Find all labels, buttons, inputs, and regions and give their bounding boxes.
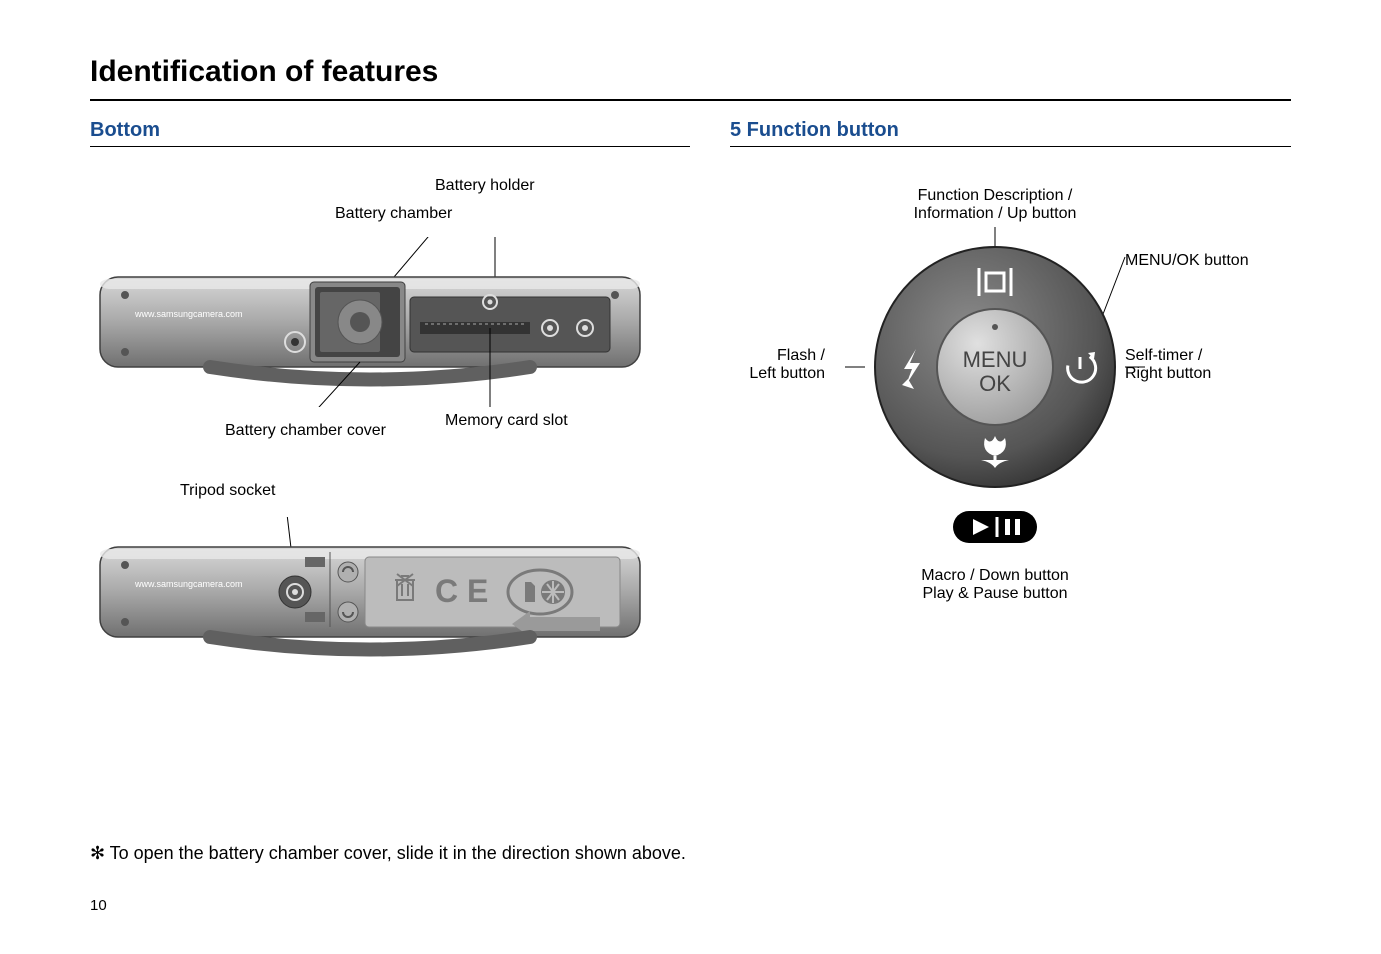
page-number: 10 [90, 897, 107, 914]
label-up: Function Description / Information / Up … [885, 187, 1105, 223]
heading-bottom: Bottom [90, 119, 690, 147]
label-battery-chamber: Battery chamber [335, 205, 452, 223]
col-left: Bottom Battery holder Battery chamber [90, 119, 690, 737]
bottom-diagram: Battery holder Battery chamber [90, 177, 690, 737]
brand-url-2: www.samsungcamera.com [134, 579, 243, 589]
footnote: ✻ To open the battery chamber cover, sli… [90, 843, 686, 864]
footnote-marker: ✻ [90, 843, 110, 863]
camera-open-svg: www.samsungcamera.com [90, 237, 650, 407]
label-tripod-socket: Tripod socket [180, 482, 275, 500]
brand-url-1: www.samsungcamera.com [134, 309, 243, 319]
center-ok-text: OK [979, 371, 1011, 396]
label-battery-holder: Battery holder [435, 177, 535, 195]
page-title: Identification of features [90, 55, 1291, 89]
footnote-text: To open the battery chamber cover, slide… [110, 843, 686, 863]
title-rule [90, 99, 1291, 101]
heading-5function: 5 Function button [730, 119, 1291, 147]
center-menu-text: MENU [963, 347, 1028, 372]
camera-closed-svg: www.samsungcamera.com [90, 517, 650, 687]
columns: Bottom Battery holder Battery chamber [90, 119, 1291, 737]
ce-mark: C E [435, 573, 488, 609]
function-button-diagram: Function Description / Information / Up … [730, 177, 1291, 627]
control-pad-svg: MENU OK [845, 227, 1145, 567]
label-down: Macro / Down button Play & Pause button [870, 567, 1120, 603]
label-battery-chamber-cover: Battery chamber cover [225, 422, 386, 440]
label-memory-card-slot: Memory card slot [445, 412, 568, 430]
col-right: 5 Function button Function Description /… [730, 119, 1291, 737]
label-left: Flash / Left button [730, 347, 825, 383]
